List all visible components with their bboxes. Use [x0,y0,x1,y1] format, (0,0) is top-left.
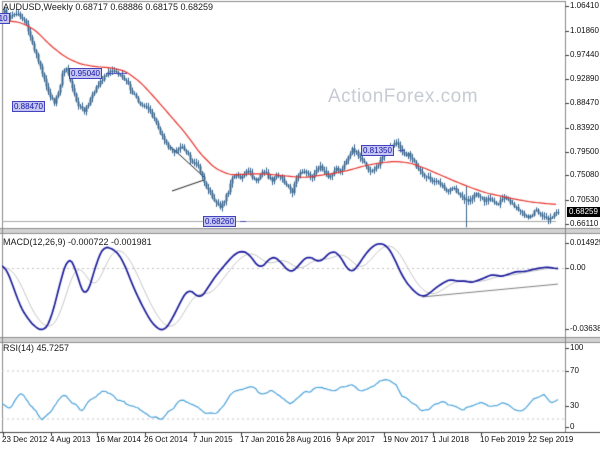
time-axis-label: 17 Jan 2016 [240,435,285,444]
price-annotation: 0.81350 [361,145,394,156]
rsi-panel-title: RSI(14) 45.7257 [3,343,70,353]
price-axis-label: 0.66110 [570,219,599,228]
time-axis-label: 4 Aug 2013 [50,435,91,444]
time-axis-label: 10 Feb 2019 [480,435,525,444]
current-price-tag: 0.68259 [567,207,600,217]
rsi-axis-label: 0 [570,422,575,431]
price-axis-label: 1.06410 [570,1,599,10]
time-axis-label: 28 Aug 2016 [286,435,331,444]
price-axis-label: 0.97440 [570,50,599,59]
macd-panel-title: MACD(12,26,9) -0.000722 -0.001981 [3,237,152,247]
macd-axis-label: 0.00 [570,263,586,272]
time-axis-label: 22 Sep 2019 [528,435,574,444]
time-axis-label: 7 Jun 2015 [193,435,233,444]
price-axis-label: 0.92890 [570,74,599,83]
price-annotation: 0.88470 [12,101,45,112]
time-axis-label: 23 Dec 2012 [2,435,48,444]
price-axis-label: 1.01860 [570,26,599,35]
rsi-axis-label: 100 [570,343,584,352]
price-annotation: 8.10 [0,13,10,24]
time-axis-label: 9 Apr 2017 [336,435,375,444]
symbol-title: AUDUSD,Weekly 0.68717 0.68886 0.68175 0.… [3,2,213,12]
time-axis-label: 16 Mar 2014 [96,435,141,444]
rsi-axis-label: 30 [570,401,579,410]
actionforex-watermark: ActionForex.com [328,86,479,107]
price-axis-label: 0.83920 [570,123,599,132]
macd-axis-label: -0.036389 [570,324,600,333]
time-axis-label: 1 Jul 2018 [432,435,469,444]
price-axis-label: 0.75080 [570,170,599,179]
macd-axis-label: 0.014925 [570,238,600,247]
price-axis-label: 0.70530 [570,195,599,204]
time-axis-label: 19 Nov 2017 [383,435,429,444]
price-annotation: 0.95040 [69,68,102,79]
time-axis-label: 26 Oct 2014 [144,435,188,444]
price-annotation: 0.68260 [203,216,236,227]
price-axis-label: 0.88470 [570,98,599,107]
rsi-axis-label: 70 [570,366,579,375]
price-axis-label: 0.79500 [570,147,599,156]
